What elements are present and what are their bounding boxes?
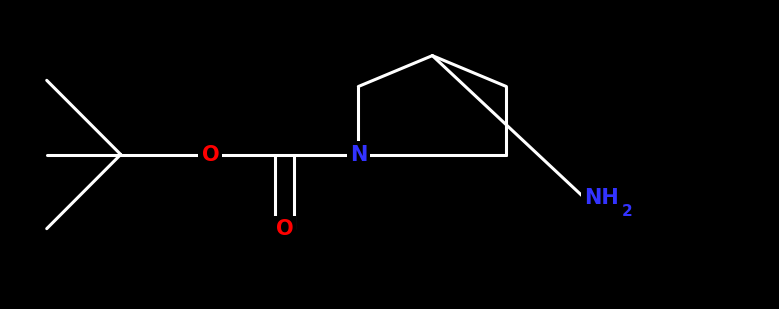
- Text: N: N: [350, 145, 367, 164]
- Text: NH: NH: [584, 188, 619, 208]
- Text: O: O: [276, 219, 293, 239]
- Text: 2: 2: [622, 204, 633, 219]
- Text: O: O: [202, 145, 219, 164]
